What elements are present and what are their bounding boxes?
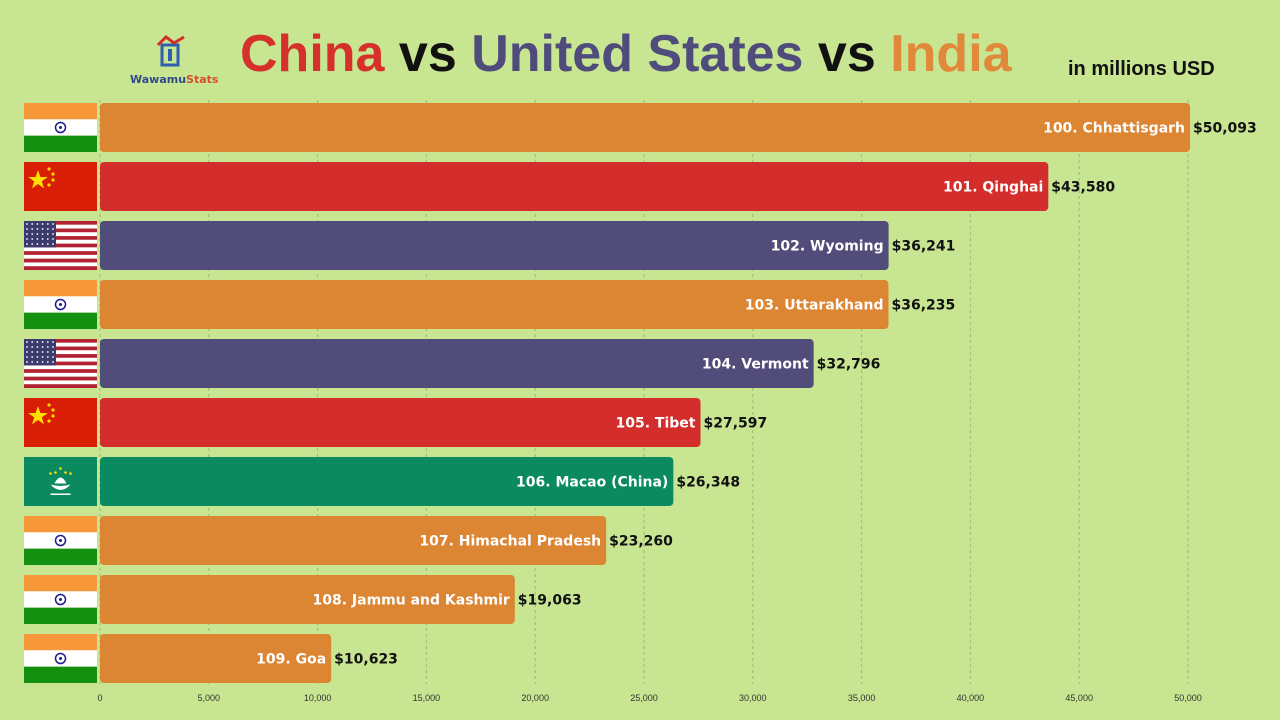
bar-value-label: $27,597	[704, 416, 768, 432]
bar-label: 103. Uttarakhand	[745, 298, 884, 314]
bar	[100, 103, 1191, 152]
x-tick-label: 20,000	[521, 693, 549, 703]
title-india: India	[890, 25, 1012, 83]
macao-flag-icon	[24, 457, 97, 506]
india-flag-icon	[24, 634, 97, 683]
bar-label: 105. Tibet	[616, 416, 696, 432]
bar-value-label: $36,241	[892, 239, 956, 255]
bar-value-label: $50,093	[1193, 121, 1257, 137]
bar	[100, 280, 889, 329]
x-tick-label: 35,000	[848, 693, 876, 703]
bar	[100, 575, 515, 624]
bar	[100, 339, 814, 388]
title-us: United States	[471, 25, 804, 83]
x-tick-label: 30,000	[739, 693, 767, 703]
logo: WawamuStats	[130, 33, 218, 86]
bar-value-label: $32,796	[817, 357, 881, 373]
india-flag-icon	[24, 280, 97, 329]
title-china: China	[240, 25, 385, 83]
china-flag-icon	[24, 162, 97, 211]
x-tick-label: 50,000	[1174, 693, 1202, 703]
x-tick-label: 40,000	[957, 693, 985, 703]
x-tick-label: 0	[97, 693, 102, 703]
logo-text-accent: Stats	[186, 73, 219, 86]
title-vs: vs	[384, 25, 472, 83]
chart-title: China vs United States vs India	[240, 24, 1012, 84]
india-flag-icon	[24, 516, 97, 565]
title-vs: vs	[803, 25, 891, 83]
x-tick-label: 15,000	[413, 693, 441, 703]
x-tick-label: 45,000	[1065, 693, 1093, 703]
bar-value-label: $36,235	[891, 298, 955, 314]
bar	[100, 634, 332, 683]
logo-icon	[156, 35, 185, 67]
bar	[100, 398, 701, 447]
bar-label: 101. Qinghai	[943, 180, 1043, 196]
chart-subtitle: in millions USD	[1068, 58, 1215, 80]
bar-label: 109. Goa	[256, 652, 326, 668]
bar-label: 107. Himachal Pradesh	[419, 534, 601, 550]
logo-text: Wawamu	[130, 73, 187, 86]
bar	[100, 516, 607, 565]
india-flag-icon	[24, 103, 97, 152]
bar	[100, 221, 889, 270]
bar	[100, 162, 1049, 211]
bar-value-label: $43,580	[1051, 180, 1115, 196]
bar-value-label: $19,063	[518, 593, 582, 609]
bar-label: 100. Chhattisgarh	[1043, 121, 1185, 137]
bar	[100, 457, 674, 506]
us-flag-icon	[24, 221, 97, 270]
us-flag-icon	[24, 339, 97, 388]
bar-label: 106. Macao (China)	[516, 475, 668, 491]
china-flag-icon	[24, 398, 97, 447]
x-tick-label: 25,000	[630, 693, 658, 703]
x-tick-label: 5,000	[198, 693, 221, 703]
bar-value-label: $10,623	[334, 652, 398, 668]
bar-value-label: $23,260	[609, 534, 673, 550]
india-flag-icon	[24, 575, 97, 624]
bar-label: 102. Wyoming	[771, 239, 884, 255]
bar-label: 104. Vermont	[702, 357, 809, 373]
bar-value-label: $26,348	[676, 475, 740, 491]
x-tick-label: 10,000	[304, 693, 332, 703]
bar-label: 108. Jammu and Kashmir	[313, 593, 510, 609]
